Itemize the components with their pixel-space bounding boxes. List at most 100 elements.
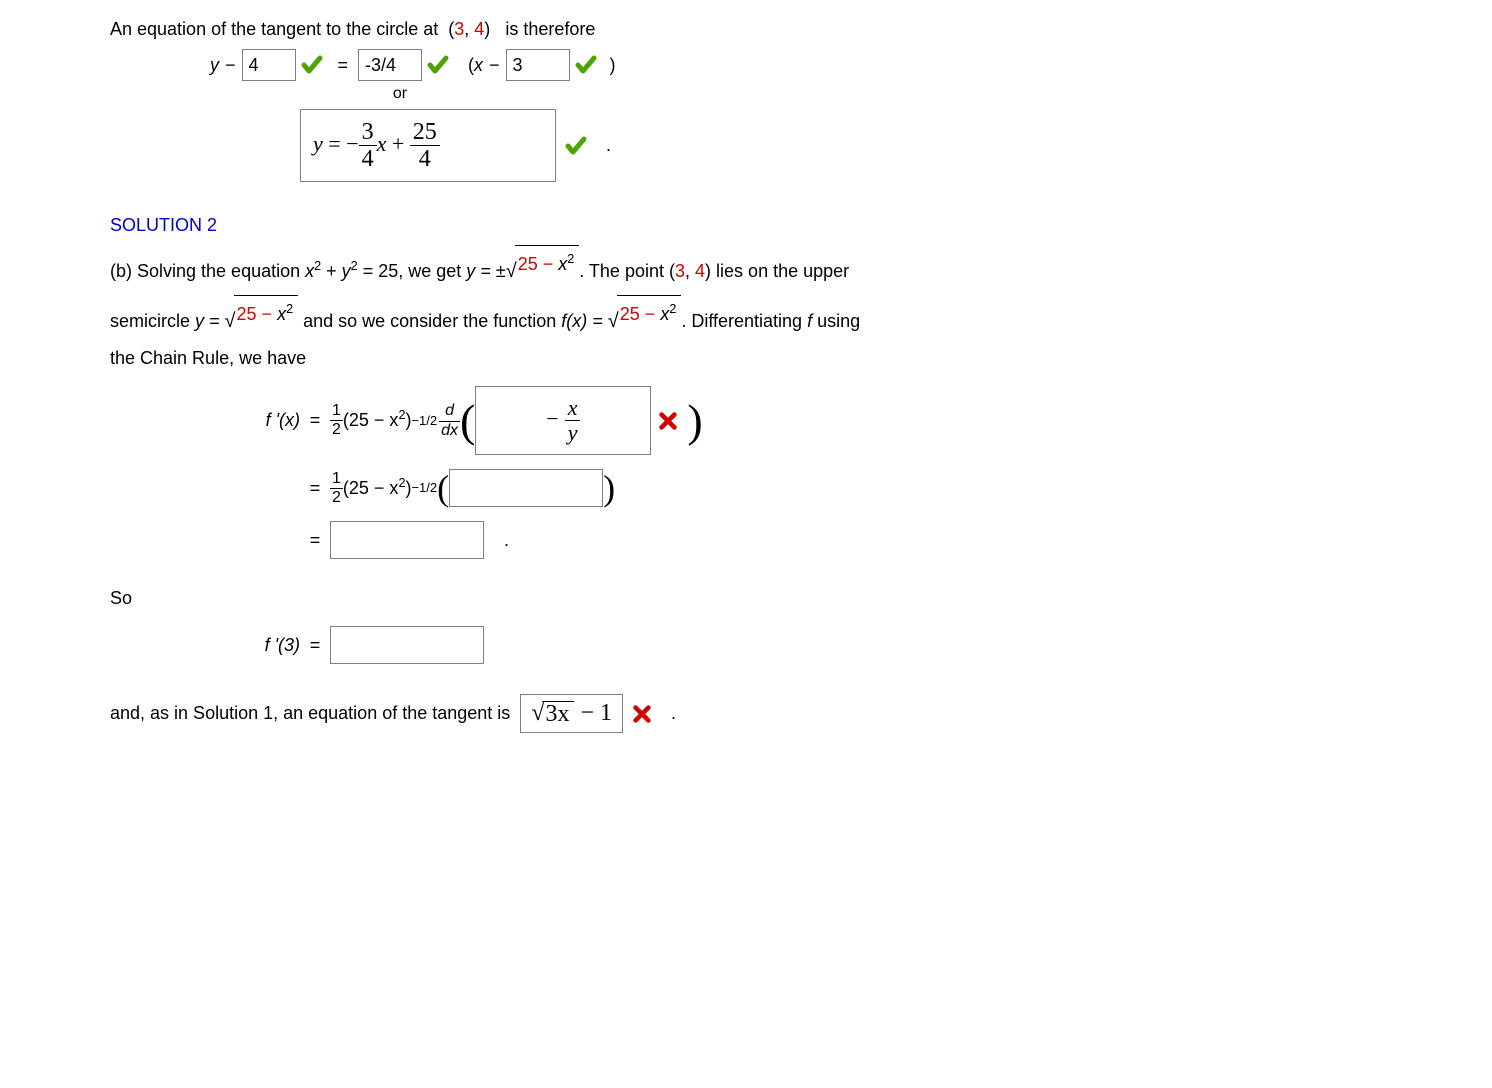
- fprime-stack: f '(x) = 12 (25 − x2)−1/2 ddx ( − xy ) =: [210, 386, 1472, 559]
- sqrt-expr: √25 − x2: [608, 295, 682, 332]
- twentyfive-minus: 25 −: [237, 304, 278, 324]
- answer-box-tangent[interactable]: y = −34x + 254: [300, 109, 556, 182]
- paren-close: ): [705, 261, 711, 281]
- input-fprime-simplified[interactable]: [330, 521, 484, 559]
- input-fprime-at-3[interactable]: [330, 626, 484, 664]
- equals-sign: =: [338, 55, 349, 76]
- text: . Differentiating: [681, 311, 807, 331]
- page-root: An equation of the tangent to the circle…: [0, 0, 1492, 779]
- fraction-3-4: 34: [359, 120, 377, 171]
- neg-sign: −: [346, 131, 358, 156]
- half-fraction: 12: [330, 471, 343, 506]
- input-x0[interactable]: 3: [506, 49, 570, 81]
- radicand: 25 − x2: [515, 245, 580, 282]
- answer-box-chain-inner[interactable]: − xy: [475, 386, 651, 455]
- fprime-line3: = .: [210, 521, 1472, 559]
- sup2: 2: [567, 252, 574, 266]
- input-y0[interactable]: 4: [242, 49, 296, 81]
- var-x: x: [558, 254, 567, 274]
- rhs: .: [330, 521, 509, 559]
- sqrt-expr: √25 − x2: [506, 245, 580, 282]
- var-x: x: [660, 304, 669, 324]
- point-3-4: (3, 4): [669, 261, 716, 281]
- text: (b) Solving the equation: [110, 261, 305, 281]
- plus: +: [321, 261, 342, 281]
- rhs: [330, 626, 484, 664]
- point-x: 3: [454, 19, 464, 39]
- rhs: 12 (25 − x2)−1/2 ddx ( − xy ): [330, 386, 703, 455]
- frac-num: 25: [410, 120, 440, 146]
- intro-line: An equation of the tangent to the circle…: [110, 16, 1472, 43]
- period: . The point: [579, 261, 669, 281]
- num: 1: [330, 403, 343, 421]
- num: 1: [330, 471, 343, 489]
- text: we get: [408, 261, 466, 281]
- plus-sign: +: [386, 131, 409, 156]
- final-line: and, as in Solution 1, an equation of th…: [110, 694, 1472, 733]
- check-icon: [426, 53, 450, 77]
- y-eq: y = ±: [466, 261, 505, 281]
- rhs: 12 (25 − x2)−1/2 ( ): [330, 469, 615, 507]
- eq-sign: =: [300, 635, 330, 656]
- point-y: 4: [695, 261, 705, 281]
- eq-sign: =: [300, 410, 330, 431]
- input-slope[interactable]: -3/4: [358, 49, 422, 81]
- var-y: y: [210, 55, 219, 76]
- radicand: 3x: [542, 701, 574, 726]
- fprime3-label: f '(3): [210, 635, 300, 656]
- radicand: 25 − x2: [617, 295, 682, 332]
- text: lies on the upper: [716, 261, 849, 281]
- var-y: y: [342, 261, 351, 281]
- point-y: 4: [474, 19, 484, 39]
- minus-one: − 1: [574, 700, 612, 726]
- sup2: 2: [669, 302, 676, 316]
- fprime-line1: f '(x) = 12 (25 − x2)−1/2 ddx ( − xy ): [210, 386, 1472, 455]
- y-eq: y =: [195, 311, 225, 331]
- para2-line2: semicircle y = √25 − x2 and so we consid…: [110, 295, 1472, 339]
- den: 2: [330, 421, 343, 438]
- neg: −: [546, 406, 558, 431]
- fx-label: f(x) =: [561, 311, 608, 331]
- three-x: 3x: [545, 701, 569, 727]
- or-label: or: [230, 85, 570, 103]
- frac-num: 3: [359, 120, 377, 146]
- ddx-fraction: ddx: [439, 403, 460, 439]
- input-chain-deriv[interactable]: [449, 469, 603, 507]
- den: dx: [439, 422, 460, 439]
- frac-den: 4: [410, 146, 440, 171]
- den: y: [565, 421, 581, 444]
- final-pre: and, as in Solution 1, an equation of th…: [110, 700, 510, 727]
- half-fraction: 12: [330, 403, 343, 438]
- fprime-line2: = 12 (25 − x2)−1/2 ( ): [210, 469, 1472, 507]
- intro-tail: is therefore: [505, 19, 595, 39]
- so-label: So: [110, 585, 1472, 612]
- sup2: 2: [286, 302, 293, 316]
- fprime3-line: f '(3) =: [210, 626, 1472, 664]
- cross-icon: [657, 410, 679, 432]
- para2-line3: the Chain Rule, we have: [110, 345, 1472, 372]
- text: using: [812, 311, 860, 331]
- fraction-x-over-y: xy: [565, 397, 581, 444]
- radicand: 25 − x2: [234, 295, 299, 332]
- sqrt-3x: √3x: [531, 701, 574, 726]
- period: .: [504, 530, 509, 551]
- period: .: [606, 135, 611, 156]
- check-icon: [564, 134, 588, 158]
- point-sep: ,: [464, 19, 474, 39]
- paren-close: ): [484, 19, 490, 39]
- paren-close: ): [610, 55, 616, 76]
- chain-inner: (25 − x2): [343, 410, 412, 431]
- fraction-25-4: 254: [410, 120, 440, 171]
- sqrt-expr: √25 − x2: [225, 295, 299, 332]
- text: semicircle: [110, 311, 195, 331]
- var-x: x: [305, 261, 314, 281]
- answer-box-final-tangent[interactable]: √3x − 1: [520, 694, 623, 733]
- num: x: [565, 397, 581, 421]
- cross-icon: [631, 703, 653, 725]
- var-x: x: [474, 55, 483, 76]
- para2-line1: (b) Solving the equation x2 + y2 = 25, w…: [110, 245, 1472, 289]
- frac-den: 4: [359, 146, 377, 171]
- den: 2: [330, 489, 343, 506]
- var-x: x: [377, 131, 387, 156]
- eq-sign: =: [300, 478, 330, 499]
